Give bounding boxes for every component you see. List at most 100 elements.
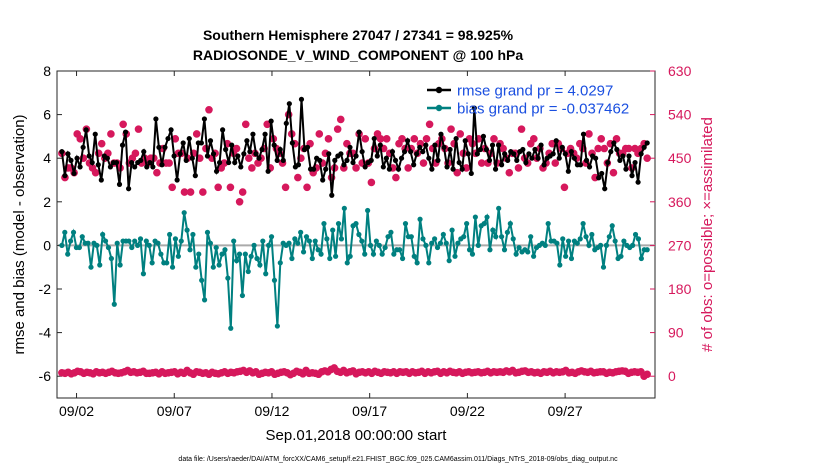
bias-point (496, 205, 502, 211)
bias-point (443, 240, 449, 246)
footer-data-file: data file: /Users/raeder/DAI/ATM_forcXX/… (178, 456, 618, 463)
bias-point (434, 244, 441, 251)
nobs_possible-marker (422, 135, 431, 143)
bias-point (65, 251, 71, 257)
rmse-point (238, 164, 244, 170)
left-y-tick-label: -2 (39, 281, 52, 297)
rmse-point (186, 135, 192, 142)
nobs_possible-marker (226, 183, 235, 192)
legend-label-bias: bias grand pr = -0.037462 (457, 101, 629, 118)
nobs_possible-marker (91, 168, 100, 177)
bias-point (554, 240, 560, 246)
rmse-point (444, 164, 450, 170)
bias-point (362, 251, 368, 257)
rmse-point (183, 157, 189, 163)
bias-point (134, 242, 141, 248)
rmse-point (532, 146, 538, 153)
rmse-point (147, 159, 153, 166)
bias-point (618, 253, 624, 259)
nobs_possible-marker (303, 183, 311, 192)
rmse-point (232, 159, 238, 166)
rmse-point (635, 179, 641, 185)
bias-point (379, 251, 385, 257)
rmse-point (495, 142, 502, 148)
bias-point (239, 292, 246, 299)
nobs_possible-marker (107, 130, 115, 138)
bias-point (545, 221, 551, 227)
rmse-point (359, 149, 365, 155)
right-y-axis-ticks: 630 540 450 360 270 180 90 0 (650, 63, 692, 384)
rmse-point (623, 166, 629, 172)
bias-point (504, 229, 511, 235)
rmse-point (159, 162, 165, 168)
bias-point (143, 238, 149, 244)
bias-point (266, 242, 272, 248)
rmse-point (520, 146, 526, 153)
rmse-point (207, 138, 214, 144)
rmse-point (629, 173, 635, 179)
rmse-point (356, 129, 362, 135)
bias-point (481, 221, 487, 227)
bias-point (563, 253, 569, 259)
rmse-point (459, 166, 465, 172)
bias-point (88, 264, 94, 270)
bias-point (632, 231, 639, 238)
bias-point (423, 242, 429, 248)
bias-point (309, 255, 315, 262)
rmse-point (98, 177, 104, 183)
right-y-tick-label: 0 (668, 368, 676, 384)
rmse-point (177, 151, 183, 157)
nobs_possible-marker (199, 188, 207, 196)
rmse-point (122, 129, 129, 135)
bias-point (158, 251, 164, 257)
rmse-point (192, 173, 198, 179)
rmse-point (350, 159, 356, 166)
rmse-point (289, 140, 295, 146)
legend-label-rmse: rmse grand pr = 4.0297 (457, 83, 613, 100)
rmse-point (144, 164, 150, 170)
rmse-point (132, 164, 138, 170)
bias-point (164, 260, 170, 266)
nobs_possible-marker (530, 135, 538, 143)
rmse-point (441, 144, 447, 150)
bias-point (277, 260, 283, 266)
rmse-point (398, 155, 405, 161)
left-y-tick-label: -4 (39, 325, 52, 341)
bias-point (376, 242, 382, 248)
left-y-tick-label: 0 (43, 237, 51, 253)
nobs_possible-marker (425, 120, 434, 129)
nobs_possible-marker (600, 144, 609, 153)
rmse-point (577, 162, 584, 168)
rmse-point (353, 153, 359, 159)
bias-point (359, 238, 365, 244)
rmse-point (432, 142, 438, 148)
nobs_possible-marker (490, 135, 498, 143)
bias-point (105, 244, 112, 251)
rmse-point (283, 120, 289, 126)
nobs_possible-marker (382, 135, 391, 143)
bias-point (606, 234, 612, 240)
nobs_possible-marker (333, 125, 342, 133)
rmse-point (474, 151, 480, 157)
rmse-point (259, 146, 265, 153)
bias-point (286, 240, 292, 246)
rmse-point (599, 170, 605, 177)
rmse-point (374, 153, 380, 159)
rmse-point (162, 144, 168, 150)
bias-point (466, 247, 473, 253)
rmse-point (216, 159, 223, 166)
bias-point (295, 240, 301, 246)
rmse-point (480, 133, 487, 139)
bias-point (94, 242, 100, 248)
bias-point (216, 262, 222, 268)
rmse-point (165, 135, 171, 142)
rmse-point (104, 155, 110, 161)
bias-point (330, 227, 336, 233)
x-tick-label: 09/02 (59, 403, 94, 419)
bias-point (402, 221, 409, 227)
nobs_possible-marker (248, 164, 256, 172)
rmse-point (65, 151, 71, 157)
rmse-point (586, 164, 593, 170)
rmse-point (405, 138, 411, 144)
right-y-tick-label: 540 (668, 107, 692, 123)
